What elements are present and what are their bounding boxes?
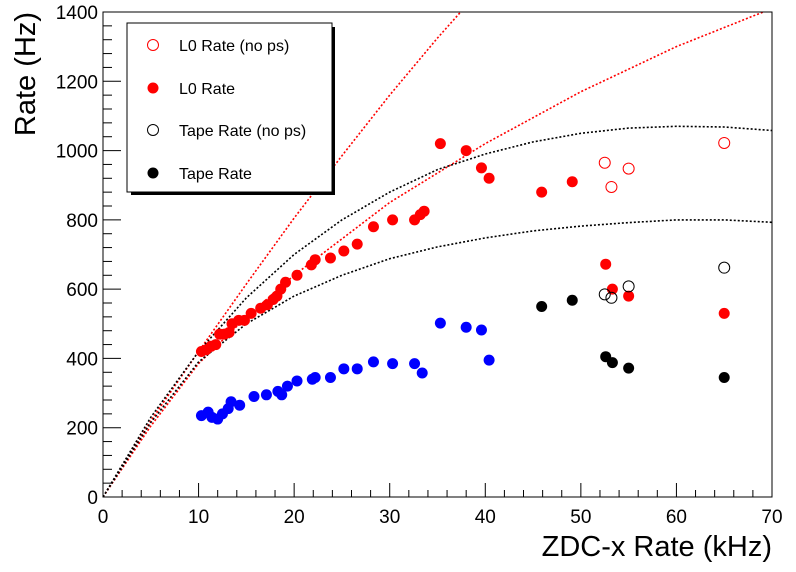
x-tick-label: 10 — [188, 507, 209, 528]
plot-frame — [102, 11, 773, 498]
fit-curve — [103, 219, 772, 497]
data-point — [536, 186, 548, 198]
x-tick-label: 60 — [666, 507, 687, 528]
data-point — [622, 162, 635, 175]
data-point — [280, 276, 292, 288]
data-point — [605, 291, 618, 304]
data-point — [367, 356, 379, 368]
data-point — [460, 145, 472, 157]
data-point — [223, 326, 235, 338]
data-point — [416, 367, 428, 379]
data-point — [606, 357, 618, 369]
legend-label: L0 Rate — [179, 81, 235, 98]
data-point — [245, 307, 257, 319]
data-point — [387, 214, 399, 226]
y-tick-label: 400 — [66, 349, 98, 370]
data-point — [338, 245, 350, 257]
data-point — [605, 180, 618, 193]
data-point — [367, 221, 379, 233]
legend-entries: L0 Rate (no ps) L0 Rate Tape Rate (no ps) T… — [147, 38, 306, 183]
data-point — [291, 375, 303, 387]
data-point — [718, 261, 731, 274]
data-point — [281, 380, 293, 392]
data-point — [324, 371, 336, 383]
x-tick-label: 20 — [284, 507, 305, 528]
y-tick-label: 1000 — [56, 142, 98, 163]
data-point — [475, 324, 487, 336]
y-tick-label: 1200 — [56, 72, 98, 93]
data-point — [623, 362, 635, 374]
data-point — [418, 205, 430, 217]
data-point — [600, 258, 612, 270]
data-point — [276, 389, 288, 401]
data-point — [248, 391, 260, 403]
x-axis-title: ZDC-x Rate (kHz) — [542, 531, 772, 563]
legend-marker — [147, 124, 159, 136]
x-tick-label: 40 — [475, 507, 496, 528]
axis-ticks: 0 10 20 30 40 50 60 70 0 200 400 600 800 1000 1200 1400 — [56, 3, 783, 528]
fit-curve — [103, 12, 766, 497]
data-point — [566, 294, 578, 306]
data-point — [598, 156, 611, 169]
data-point — [351, 238, 363, 250]
data-point — [483, 354, 495, 366]
legend-marker — [147, 167, 159, 179]
data-point — [566, 176, 578, 188]
legend: L0 Rate (no ps) L0 Rate Tape Rate (no ps) T… — [126, 22, 335, 195]
data-point — [234, 399, 246, 411]
data-point — [324, 252, 336, 264]
data-point — [598, 288, 611, 301]
data-point — [387, 358, 399, 370]
y-tick-label: 600 — [66, 280, 98, 301]
x-tick-label: 30 — [379, 507, 400, 528]
legend-marker — [147, 39, 159, 51]
legend-label: Tape Rate — [179, 166, 252, 183]
data-point — [483, 172, 495, 184]
y-tick-label: 800 — [66, 211, 98, 232]
data-point — [622, 280, 635, 293]
y-tick-label: 200 — [66, 419, 98, 440]
data-point — [351, 363, 363, 375]
data-point — [718, 371, 730, 383]
legend-marker — [147, 82, 159, 94]
x-tick-label: 70 — [761, 507, 782, 528]
fit-curves — [103, 12, 772, 497]
legend-label: Tape Rate (no ps) — [179, 123, 306, 140]
fit-curve — [103, 125, 772, 497]
data-points — [195, 136, 731, 425]
y-tick-label: 1400 — [56, 3, 98, 24]
legend-label: L0 Rate (no ps) — [179, 38, 289, 55]
data-point — [309, 254, 321, 266]
data-point — [718, 307, 730, 319]
data-point — [434, 138, 446, 150]
legend-shadow-right — [332, 27, 335, 195]
data-point — [460, 321, 472, 333]
data-point — [260, 389, 272, 401]
data-point — [238, 314, 250, 326]
y-axis-title: Rate (Hz) — [10, 12, 42, 136]
data-point — [338, 363, 350, 375]
data-point — [623, 290, 635, 302]
data-point — [434, 317, 446, 329]
data-point — [475, 162, 487, 174]
data-point — [718, 136, 731, 149]
data-point — [291, 269, 303, 281]
data-point — [225, 396, 237, 408]
legend-box — [126, 22, 333, 193]
data-point — [309, 371, 321, 383]
data-point — [210, 339, 222, 351]
x-tick-label: 50 — [570, 507, 591, 528]
x-tick-label: 0 — [98, 507, 109, 528]
data-point — [409, 358, 421, 370]
y-tick-label: 0 — [87, 488, 98, 509]
data-point — [536, 300, 548, 312]
legend-shadow-bottom — [131, 192, 335, 195]
